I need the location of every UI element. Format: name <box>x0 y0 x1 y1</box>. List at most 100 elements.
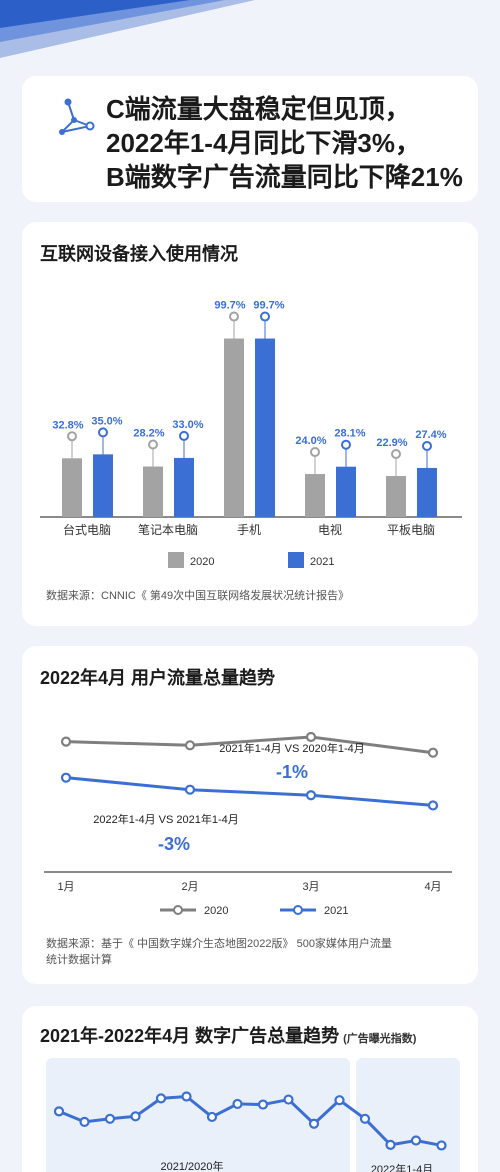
category-label-0: 台式电脑 <box>63 522 111 537</box>
point-2021-2 <box>305 790 317 801</box>
value-label-2020-2: 99.7% <box>214 300 245 312</box>
panel-2022 <box>356 1058 460 1172</box>
point-2021-1 <box>184 784 196 795</box>
x-tick-label-2: 3月 <box>302 881 319 893</box>
point-2020-0 <box>60 736 72 747</box>
value-label-2020-4: 22.9% <box>376 437 407 449</box>
headline-line-1: C端流量大盘稳定但见顶， <box>106 94 411 124</box>
marker-2020-2 <box>229 311 239 322</box>
ad-trend-card: 2021年-2022年4月 数字广告总量趋势 (广告曝光指数) 2021/2020… <box>22 1006 478 1172</box>
bar-2021-2 <box>255 338 275 517</box>
annotation-value-1: -3% <box>158 834 190 854</box>
point-2021-6 <box>206 1111 218 1123</box>
value-label-2020-3: 24.0% <box>295 435 326 447</box>
bar-2021-1 <box>174 457 194 517</box>
point-2021-8 <box>257 1099 269 1110</box>
series-line-2020 <box>65 735 434 755</box>
series-line-2021 <box>65 776 434 807</box>
marker-2021-1 <box>179 430 189 441</box>
bar-2020-3 <box>305 474 325 517</box>
x-tick-label-3: 4月 <box>424 881 441 893</box>
marker-2020-1 <box>148 439 158 450</box>
ad-line-chart: 2021/2020年 2022年1-4月 <box>46 1058 460 1172</box>
point-2022-3 <box>436 1140 447 1151</box>
marker-2020-0 <box>67 431 77 442</box>
bar-2020-1 <box>143 466 163 517</box>
value-label-2021-2: 99.7% <box>253 300 284 312</box>
category-label-1: 笔记本电脑 <box>138 522 198 537</box>
point-2021-1 <box>79 1116 90 1128</box>
point-2020-2 <box>305 731 317 743</box>
legend-swatch-2021 <box>288 552 304 568</box>
marker-2020-4 <box>391 449 401 460</box>
marker-2021-4 <box>422 440 432 451</box>
panel-2021 <box>46 1058 350 1172</box>
headline-line-3: B端数字广告流量同比下降21% <box>106 162 463 192</box>
legend-swatch-2020 <box>168 552 184 568</box>
bar-2021-0 <box>93 454 113 517</box>
panel-label-2022: 2022年1-4月 <box>371 1162 433 1172</box>
ad-trend-line <box>58 1094 442 1147</box>
value-label-2021-0: 35.0% <box>91 415 122 427</box>
point-2021-7 <box>232 1098 243 1110</box>
bar-2020-0 <box>62 458 82 517</box>
point-2022-0 <box>359 1113 371 1124</box>
bar-2020-2 <box>224 338 244 517</box>
value-label-2020-0: 32.8% <box>52 419 83 431</box>
category-label-3: 电视 <box>318 522 342 537</box>
point-2021-11 <box>334 1095 345 1106</box>
annotation-value-0: -1% <box>276 762 308 782</box>
point-2021-3 <box>427 800 439 811</box>
traffic-trend-card: 2022年4月 用户流量总量趋势 1月 2月 3月 4月 2020 2021 2021年1-… <box>22 646 478 984</box>
annotation-label-1: 2022年1-4月 VS 2021年1-4月 <box>93 812 239 826</box>
x-tick-label-0: 1月 <box>57 881 74 893</box>
legend-label-2020: 2020 <box>204 905 228 917</box>
ad-chart-title-main: 2021年-2022年4月 数字广告总量趋势 <box>40 1026 340 1046</box>
point-2021-4 <box>155 1093 167 1104</box>
value-label-2021-4: 27.4% <box>415 429 446 441</box>
value-label-2021-3: 28.1% <box>334 428 365 440</box>
headline-card: C端流量大盘稳定但见顶， 2022年1-4月同比下滑3%， B端数字广告流量同比… <box>22 76 478 202</box>
bar-2020-4 <box>386 476 406 517</box>
point-2022-2 <box>410 1135 422 1146</box>
traffic-line-chart: 1月 2月 3月 4月 2020 2021 2021年1-4月 VS 2020年1-4月 -1… <box>44 731 452 917</box>
point-2021-0 <box>60 772 72 783</box>
legend-label-2021: 2021 <box>310 556 334 568</box>
legend-label-2020: 2020 <box>190 556 214 568</box>
marker-2021-0 <box>98 427 108 438</box>
point-2020-3 <box>427 747 439 758</box>
device-bar-chart: 32.8% 35.0% 台式电脑 28.2% 33.0% 笔记本电脑 99.7% 99.7% 手… <box>40 300 462 568</box>
category-label-2: 手机 <box>237 523 261 537</box>
point-2021-10 <box>308 1118 320 1129</box>
headline-line-2: 2022年1-4月同比下滑3%， <box>106 128 421 158</box>
legend-marker-2021 <box>293 905 303 915</box>
traffic-chart-source: 数据来源：基于《 中国数字媒介生态地图2022版》 500家媒体用户流量 统计数… <box>46 936 392 968</box>
marker-2021-3 <box>341 439 351 450</box>
x-tick-label-1: 2月 <box>181 881 198 893</box>
point-2021-9 <box>283 1094 294 1105</box>
ad-chart-title-unit: (广告曝光指数) <box>343 1033 417 1045</box>
annotation-label-0: 2021年1-4月 VS 2020年1-4月 <box>219 741 365 755</box>
ad-chart-title: 2021年-2022年4月 数字广告总量趋势 (广告曝光指数) <box>40 1022 416 1048</box>
device-chart-source: 数据来源：CNNIC《 第49次中国互联网络发展状况统计报告》 <box>46 590 350 602</box>
point-2021-0 <box>53 1106 65 1117</box>
traffic-chart-title: 2022年4月 用户流量总量趋势 <box>40 668 276 688</box>
marker-2021-2 <box>260 311 270 322</box>
value-label-2021-1: 33.0% <box>172 419 203 431</box>
traffic-source-line-2: 统计数据计算 <box>46 954 112 966</box>
point-2022-1 <box>385 1139 396 1150</box>
legend-marker-2020 <box>173 905 183 915</box>
category-label-4: 平板电脑 <box>387 523 435 537</box>
legend-label-2021: 2021 <box>324 905 348 917</box>
point-2020-1 <box>184 740 196 751</box>
point-2021-5 <box>181 1091 192 1102</box>
device-usage-card: 互联网设备接入使用情况 32.8% 35.0% 台式电脑 28.2% 33.0% 笔记本电… <box>22 222 478 626</box>
bar-2021-4 <box>417 467 437 517</box>
point-2021-3 <box>130 1111 141 1122</box>
headline: C端流量大盘稳定但见顶， 2022年1-4月同比下滑3%， B端数字广告流量同比… <box>106 92 476 194</box>
device-chart-title: 互联网设备接入使用情况 <box>40 244 238 264</box>
bar-2021-3 <box>336 466 356 517</box>
point-2021-2 <box>104 1113 116 1124</box>
marker-2020-3 <box>310 447 320 458</box>
traffic-source-line-1: 数据来源：基于《 中国数字媒介生态地图2022版》 500家媒体用户流量 <box>46 938 392 950</box>
